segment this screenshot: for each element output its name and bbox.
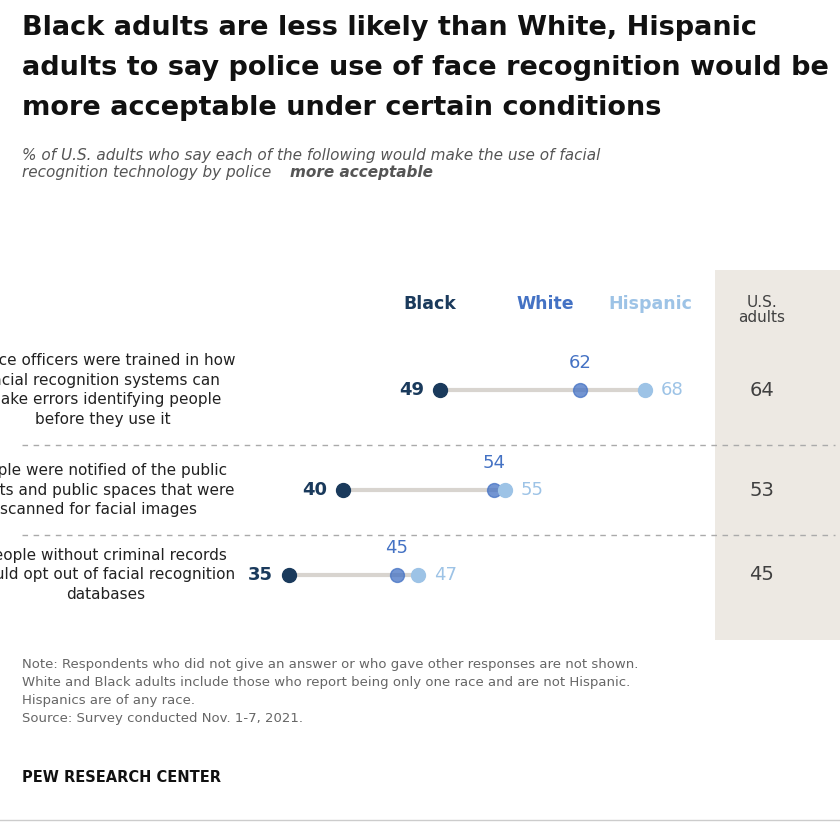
- Text: 68: 68: [661, 381, 684, 399]
- Text: recognition technology by police: recognition technology by police: [22, 165, 276, 180]
- Text: adults: adults: [738, 310, 785, 325]
- Text: more acceptable: more acceptable: [290, 165, 433, 180]
- Text: People without criminal records
could opt out of facial recognition
databases: People without criminal records could op…: [0, 548, 235, 602]
- Text: more acceptable under certain conditions: more acceptable under certain conditions: [22, 95, 661, 121]
- Text: Black: Black: [404, 295, 456, 313]
- Text: 35: 35: [248, 566, 273, 584]
- Text: 62: 62: [569, 354, 591, 372]
- Text: 54: 54: [482, 454, 506, 472]
- Text: People were notified of the public
events and public spaces that were
scanned fo: People were notified of the public event…: [0, 462, 235, 517]
- Text: 64: 64: [749, 380, 774, 400]
- Text: Hispanic: Hispanic: [608, 295, 692, 313]
- Text: U.S.: U.S.: [747, 295, 777, 310]
- Text: 55: 55: [521, 481, 543, 499]
- Text: % of U.S. adults who say each of the following would make the use of facial: % of U.S. adults who say each of the fol…: [22, 148, 601, 163]
- Text: White: White: [517, 295, 574, 313]
- Text: 53: 53: [749, 481, 774, 499]
- Text: PEW RESEARCH CENTER: PEW RESEARCH CENTER: [22, 770, 221, 785]
- Text: Black adults are less likely than White, Hispanic: Black adults are less likely than White,…: [22, 15, 757, 41]
- Text: 47: 47: [434, 566, 458, 584]
- Text: 45: 45: [386, 539, 408, 557]
- Text: Note: Respondents who did not give an answer or who gave other responses are not: Note: Respondents who did not give an an…: [22, 658, 638, 725]
- Text: Police officers were trained in how
facial recognition systems can
make errors i: Police officers were trained in how faci…: [0, 353, 235, 427]
- Text: adults to say police use of face recognition would be: adults to say police use of face recogni…: [22, 55, 829, 81]
- Bar: [715, 270, 840, 640]
- Text: 40: 40: [302, 481, 327, 499]
- Text: 49: 49: [399, 381, 424, 399]
- Text: 45: 45: [749, 565, 774, 584]
